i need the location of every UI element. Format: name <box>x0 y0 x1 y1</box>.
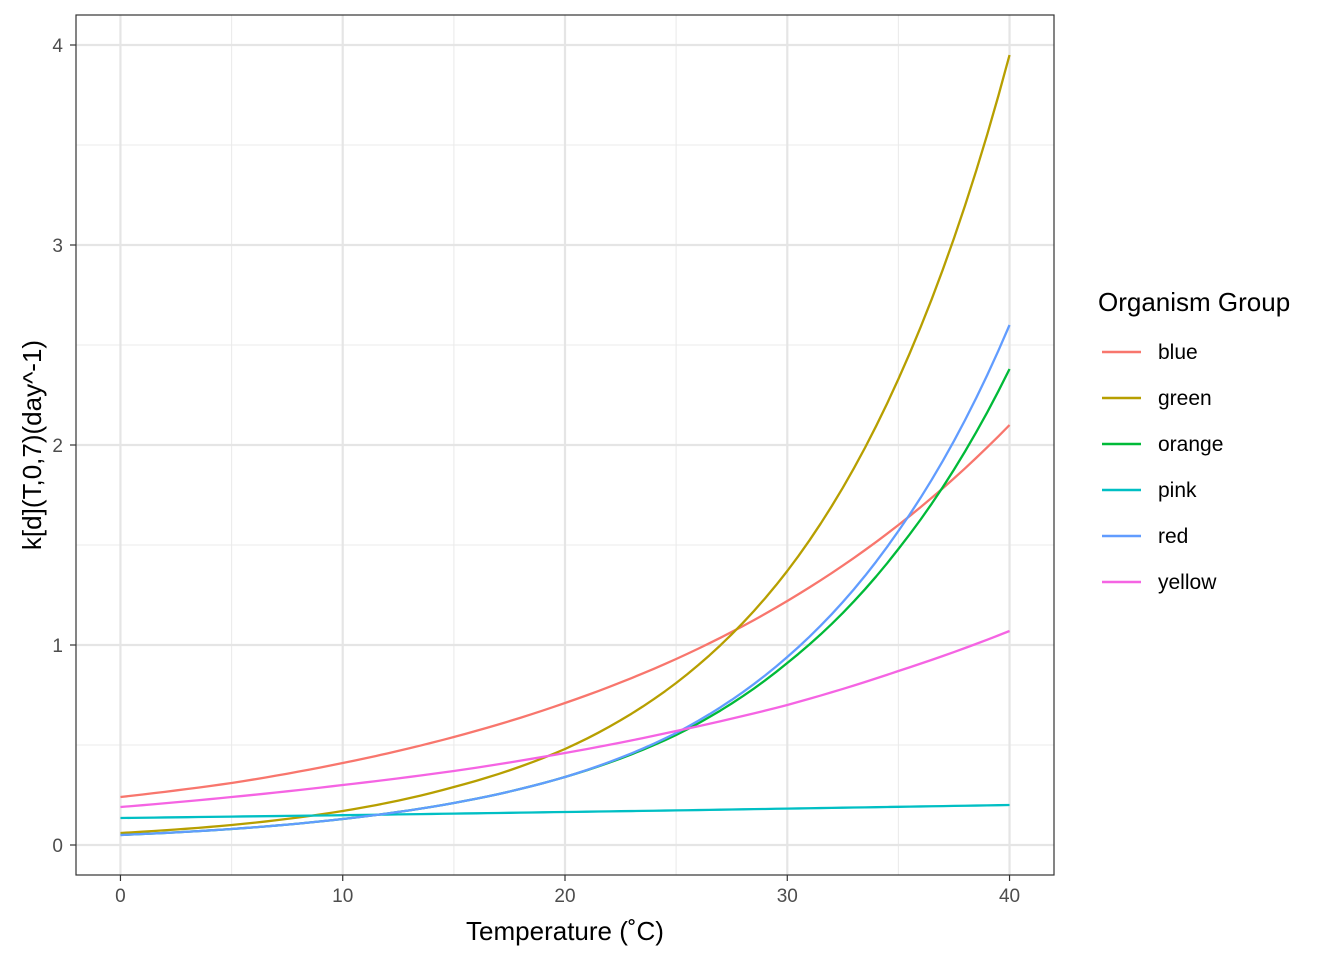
series-line-green <box>120 54 1011 835</box>
y-tick-label: 4 <box>52 36 63 57</box>
x-tick-label: 40 <box>999 886 1020 907</box>
axis-ticks <box>70 44 1011 881</box>
legend: Organism Group blue green orange pink red yel… <box>1098 287 1290 594</box>
tick-labels: 0 10 20 30 40 0 1 2 3 4 <box>52 36 1020 907</box>
legend-items: blue green orange pink red yellow <box>1102 341 1223 594</box>
legend-label-yellow: yellow <box>1158 571 1217 594</box>
x-tick-label: 0 <box>115 886 126 907</box>
gridlines <box>76 15 1054 875</box>
x-axis-title: Temperature (˚C) <box>466 916 664 946</box>
y-tick-label: 3 <box>52 236 63 257</box>
legend-label-blue: blue <box>1158 341 1198 364</box>
series-line-blue <box>120 424 1011 799</box>
x-tick-label: 30 <box>777 886 798 907</box>
y-tick-label: 1 <box>52 636 63 657</box>
y-axis-title: k[d](T,0,7)(day^-1) <box>17 340 47 550</box>
x-tick-label: 10 <box>332 886 353 907</box>
series-line-yellow <box>120 629 1010 809</box>
legend-label-pink: pink <box>1158 479 1197 502</box>
x-tick-label: 20 <box>554 886 575 907</box>
series-line-red <box>120 324 1011 837</box>
y-tick-label: 0 <box>52 836 63 857</box>
series-line-pink <box>120 803 1010 820</box>
legend-label-orange: orange <box>1158 433 1223 456</box>
legend-label-red: red <box>1158 525 1188 548</box>
legend-title: Organism Group <box>1098 287 1290 317</box>
series-lines <box>120 54 1011 837</box>
y-tick-label: 2 <box>52 436 63 457</box>
legend-label-green: green <box>1158 387 1212 410</box>
